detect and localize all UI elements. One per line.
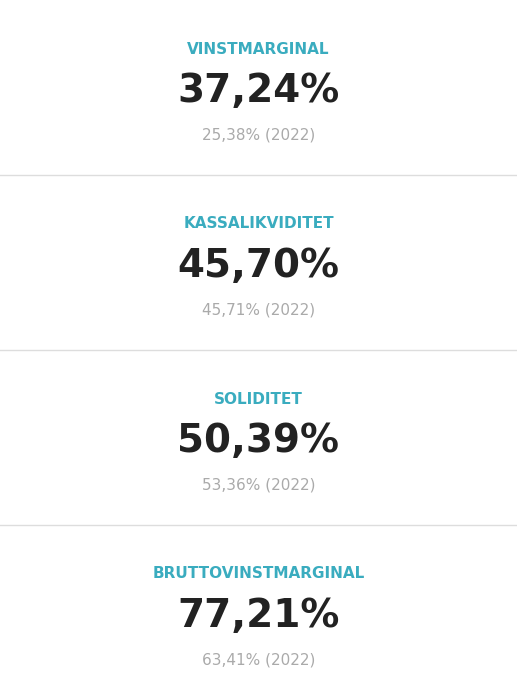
Text: VINSTMARGINAL: VINSTMARGINAL (187, 41, 330, 57)
Text: 25,38% (2022): 25,38% (2022) (202, 127, 315, 143)
Text: BRUTTOVINSTMARGINAL: BRUTTOVINSTMARGINAL (153, 566, 364, 582)
Text: 45,71% (2022): 45,71% (2022) (202, 302, 315, 318)
Text: 63,41% (2022): 63,41% (2022) (202, 652, 315, 668)
Text: 77,21%: 77,21% (177, 597, 340, 635)
Text: 53,36% (2022): 53,36% (2022) (202, 477, 315, 493)
Text: KASSALIKVIDITET: KASSALIKVIDITET (183, 216, 334, 232)
FancyBboxPatch shape (0, 525, 517, 700)
FancyBboxPatch shape (0, 175, 517, 350)
FancyBboxPatch shape (0, 350, 517, 525)
Text: SOLIDITET: SOLIDITET (214, 391, 303, 407)
Text: 37,24%: 37,24% (177, 72, 340, 110)
FancyBboxPatch shape (0, 0, 517, 175)
Text: 45,70%: 45,70% (177, 247, 340, 285)
Text: 50,39%: 50,39% (177, 422, 340, 460)
